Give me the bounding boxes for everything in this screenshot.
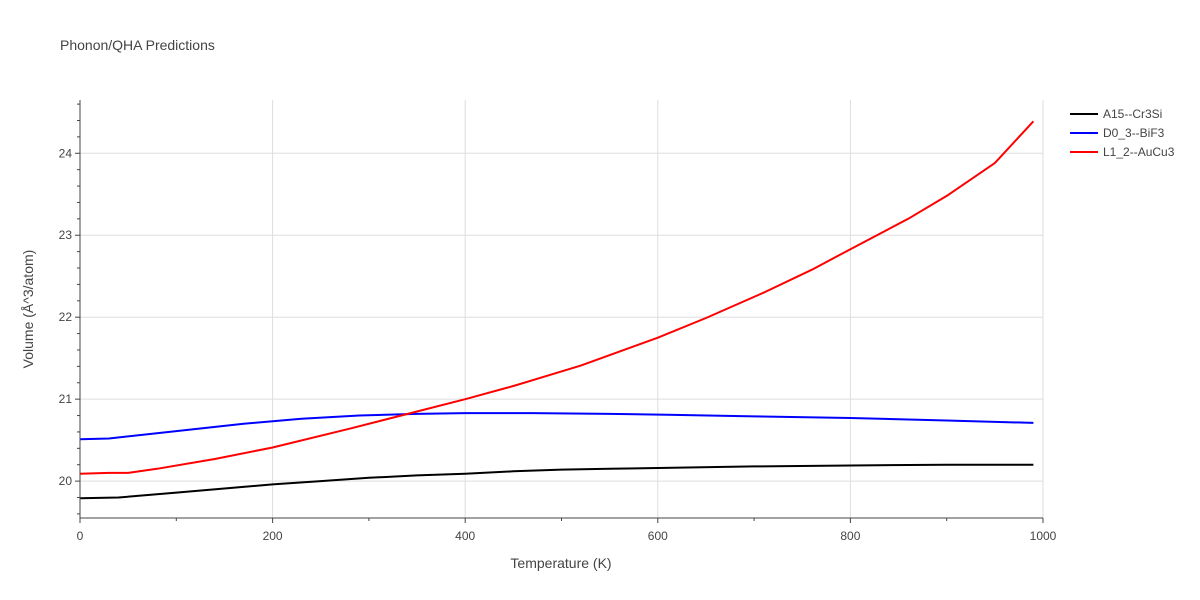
y-tick-label: 23 [59, 228, 73, 242]
y-tick-label: 24 [59, 146, 73, 160]
x-tick-label: 0 [77, 529, 84, 543]
legend-item[interactable]: D0_3--BiF3 [1070, 126, 1165, 140]
y-tick-label: 22 [59, 310, 73, 324]
legend[interactable]: A15--Cr3Si D0_3--BiF3 L1_2--AuCu3 [1070, 107, 1175, 159]
x-tick-label: 600 [648, 529, 668, 543]
x-tick-label: 800 [840, 529, 860, 543]
grid-lines [80, 100, 1044, 518]
legend-label: L1_2--AuCu3 [1103, 145, 1175, 159]
y-tick-label: 20 [59, 474, 73, 488]
y-tick-label: 21 [59, 392, 73, 406]
series-line-d0-3-bif3 [79, 412, 1034, 441]
x-tick-label: 1000 [1030, 529, 1057, 543]
legend-label: D0_3--BiF3 [1103, 126, 1165, 140]
legend-item[interactable]: A15--Cr3Si [1070, 107, 1162, 121]
y-axis-title: Volume (Å^3/atom) [20, 250, 36, 369]
x-axis-title: Temperature (K) [510, 555, 611, 571]
legend-item[interactable]: L1_2--AuCu3 [1070, 145, 1175, 159]
axes: 0 200 400 600 800 1000 20 21 22 23 24 [59, 100, 1057, 543]
series-line-a15-cr3si [79, 463, 1034, 500]
legend-label: A15--Cr3Si [1103, 107, 1162, 121]
chart-title: Phonon/QHA Predictions [60, 37, 215, 53]
series-line-l1-2-aucu3 [79, 120, 1035, 475]
series-lines [79, 120, 1035, 500]
x-tick-label: 200 [263, 529, 283, 543]
x-tick-label: 400 [455, 529, 475, 543]
